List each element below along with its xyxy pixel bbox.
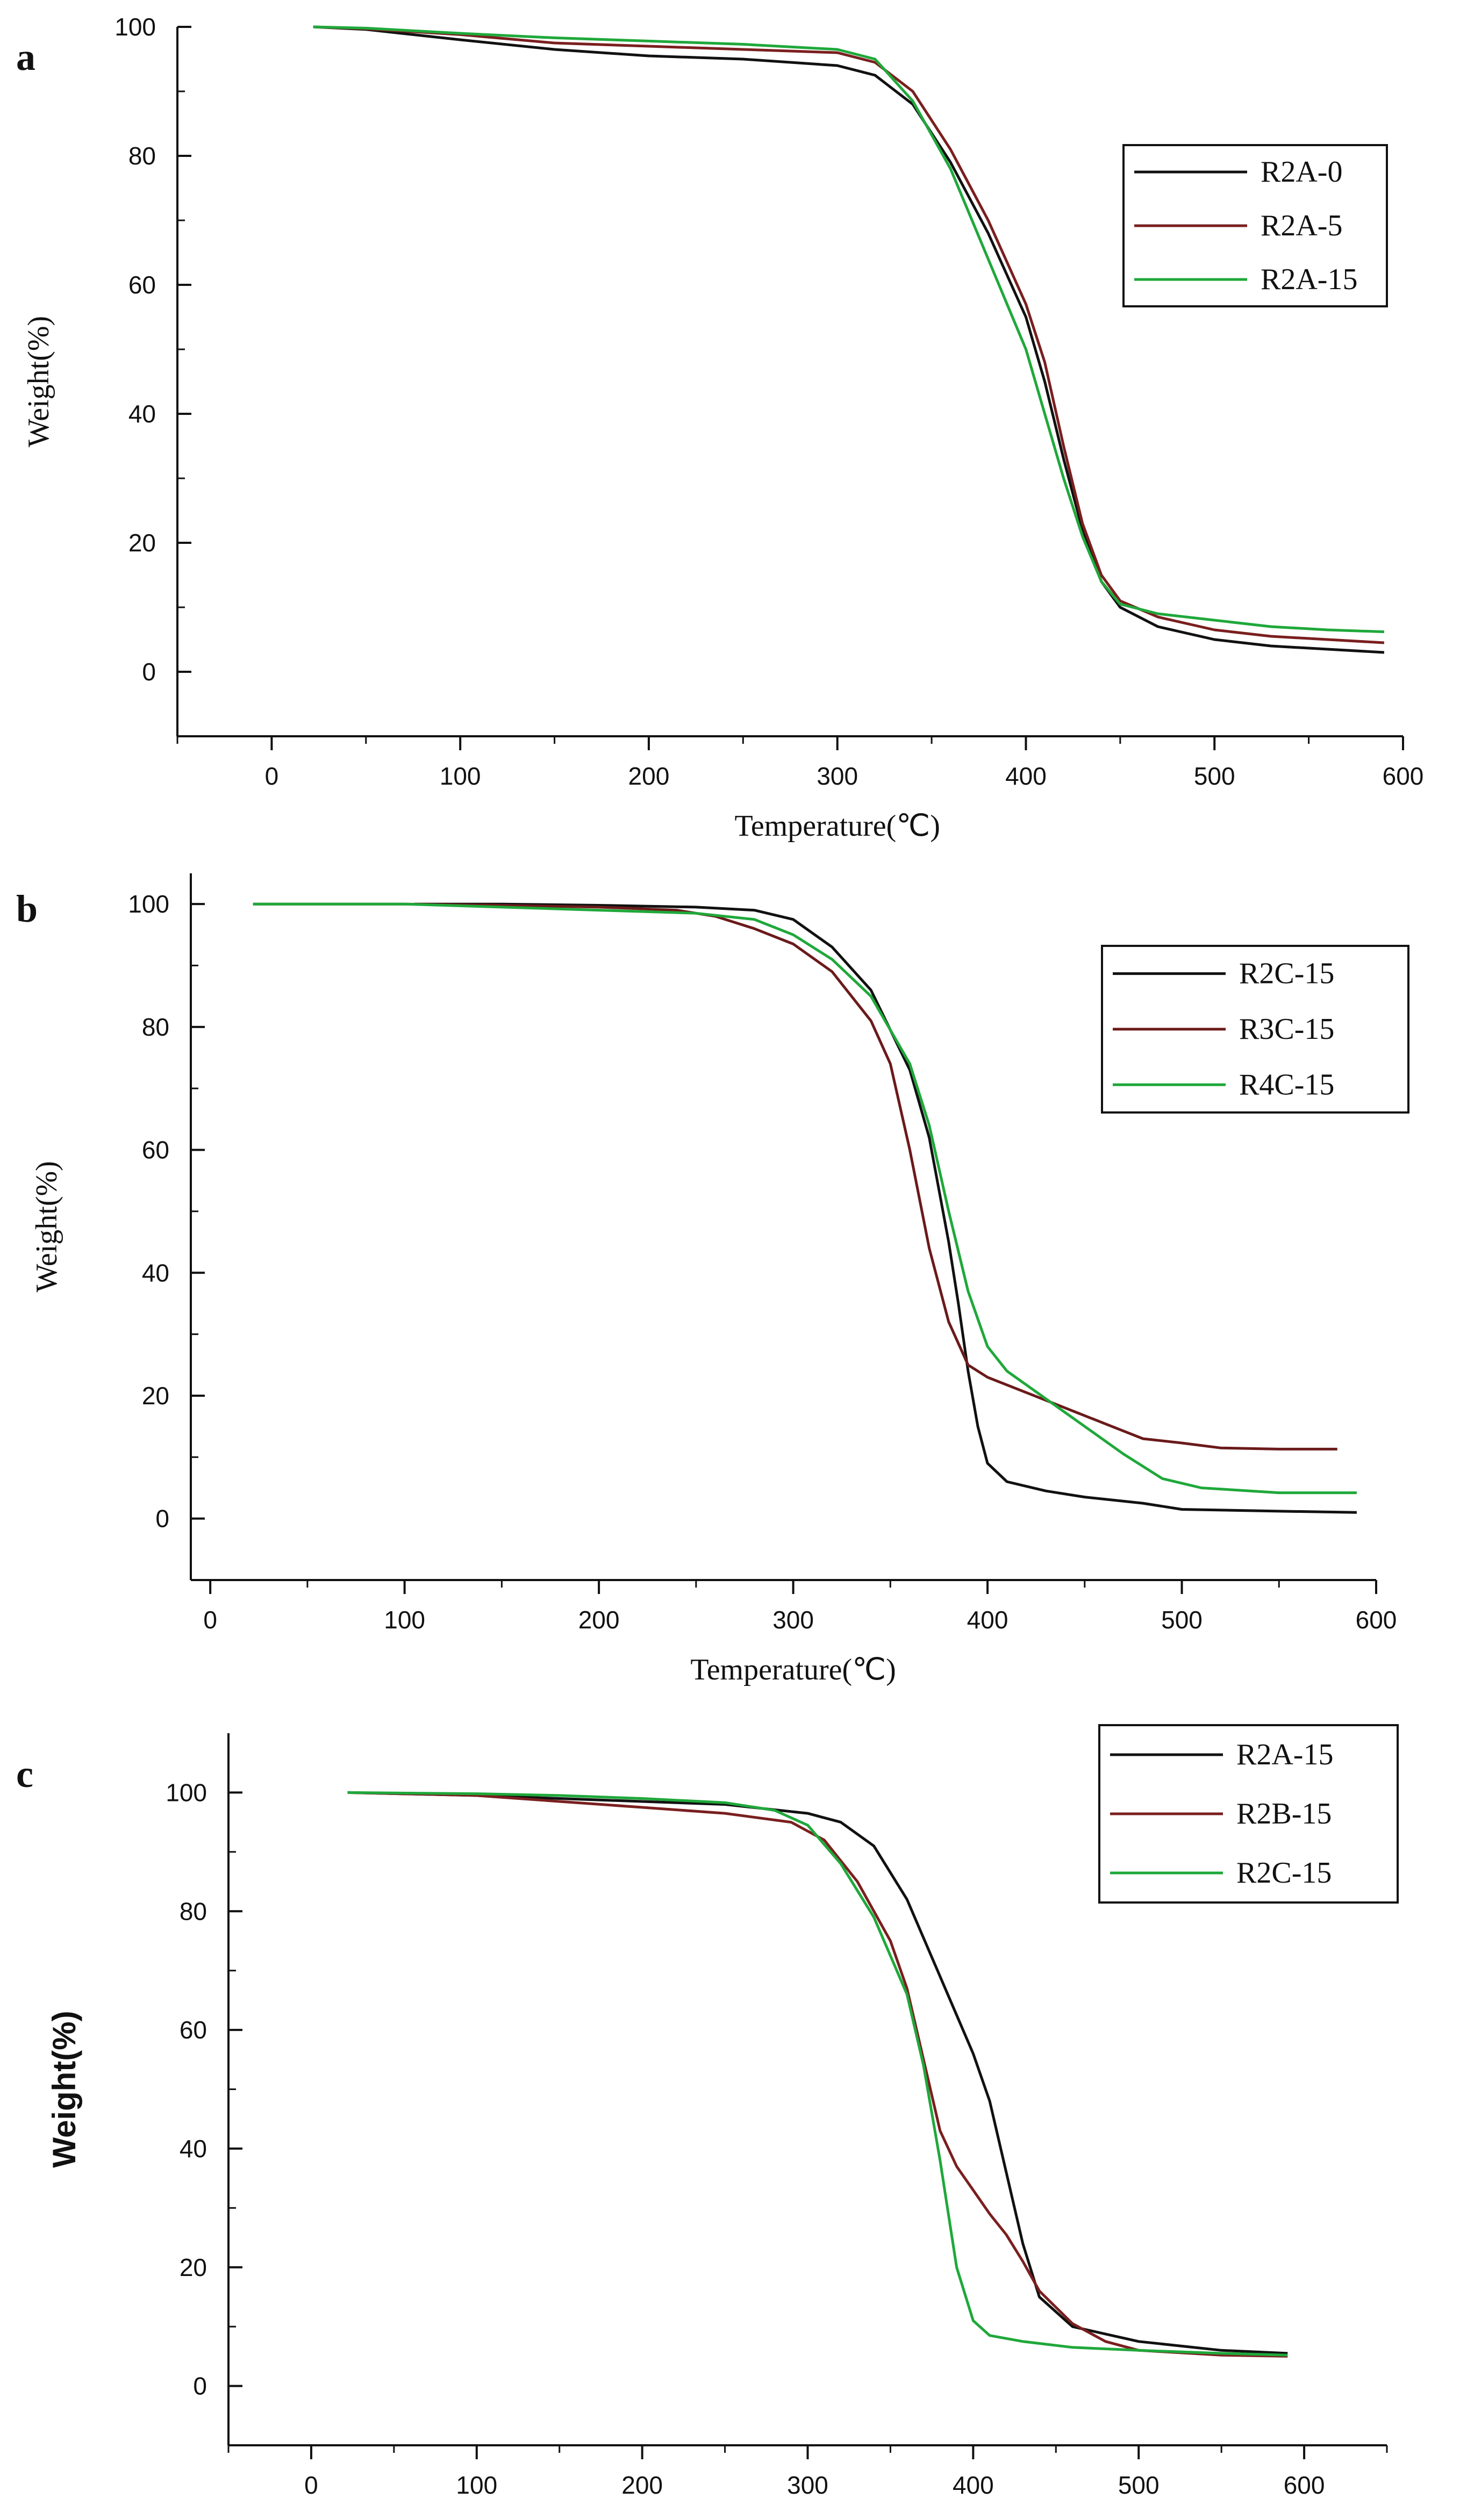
y-tick-label: 40 (180, 2135, 207, 2163)
y-tick-label: 100 (166, 1778, 207, 1806)
legend: R2C-15 R3C-15 R4C-15 (1101, 945, 1409, 1114)
x-tick-label: 300 (787, 2471, 828, 2499)
series-line-r2a-15 (313, 25, 1384, 634)
x-tick-label: 500 (1161, 1606, 1203, 1634)
chart-panel-b: 0 20 40 60 80 100 0 100 200 300 400 500 600 b Weight(%… (16, 873, 1409, 1686)
x-tick-label: 300 (772, 1606, 814, 1634)
series-line-r2c-15 (347, 1791, 1288, 2357)
series-line-r2c-15 (414, 902, 1357, 1514)
legend-label: R2A-15 (1236, 1738, 1333, 1771)
y-tick-label: 0 (193, 2372, 207, 2400)
x-axis-title: Temperature(℃) (690, 1653, 896, 1686)
legend-label: R2C-15 (1239, 957, 1334, 990)
x-tick-label: 600 (1284, 2471, 1325, 2499)
y-tick-label: 60 (142, 1136, 169, 1164)
y-tick-label: 80 (142, 1013, 169, 1041)
panel-letter: a (16, 35, 35, 78)
x-tick-label: 200 (628, 762, 670, 790)
series-line-r2a-5 (313, 25, 1385, 644)
y-tick-label: 80 (128, 142, 156, 170)
y-tick-label: 60 (128, 271, 156, 299)
legend-label: R2A-0 (1261, 155, 1342, 189)
x-tick-label: 100 (440, 762, 481, 790)
panel-letter: c (16, 1753, 33, 1796)
legend-label: R2A-5 (1261, 209, 1342, 242)
y-tick-label: 0 (155, 1505, 169, 1533)
x-tick-label: 400 (1005, 762, 1047, 790)
x-tick-label: 0 (203, 1606, 217, 1634)
panel-letter: b (16, 887, 38, 930)
legend: R2A-15 R2B-15 R2C-15 (1098, 1724, 1399, 1904)
y-tick-label: 20 (180, 2253, 207, 2281)
y-tick-label: 20 (142, 1382, 169, 1410)
y-tick-label: 20 (128, 529, 156, 557)
x-tick-label: 0 (265, 762, 279, 790)
y-axis-title: Weight(%) (46, 2011, 82, 2167)
x-tick-label: 300 (817, 762, 858, 790)
series-line-r4c-15 (253, 902, 1357, 1495)
x-tick-label: 600 (1383, 762, 1424, 790)
legend-label: R3C-15 (1239, 1013, 1334, 1046)
x-tick-label: 0 (304, 2471, 318, 2499)
y-tick-label: 0 (142, 658, 156, 686)
series-line-r2a-15 (347, 1791, 1288, 2355)
legend-label: R2C-15 (1236, 1856, 1332, 1890)
x-tick-label: 200 (621, 2471, 663, 2499)
legend: R2A-0 R2A-5 R2A-15 (1122, 144, 1388, 307)
x-tick-label: 200 (578, 1606, 620, 1634)
series-line-r2a-0 (313, 25, 1385, 654)
y-tick-label: 100 (128, 890, 169, 918)
legend-label: R4C-15 (1239, 1068, 1334, 1101)
chart-panel-c: 0 20 40 60 80 100 0 100 200 300 400 500 600 c Weight(%… (16, 1724, 1399, 2499)
x-tick-label: 600 (1356, 1606, 1397, 1634)
x-tick-label: 100 (384, 1606, 425, 1634)
series-line-r3c-15 (253, 902, 1337, 1451)
x-tick-label: 100 (456, 2471, 497, 2499)
series-line-r2b-15 (347, 1791, 1288, 2358)
y-axis-title: Weight(%) (30, 1161, 63, 1292)
chart-panel-a: 0 20 40 60 80 100 0 100 200 300 400 500 600 a Weight(%… (16, 13, 1423, 843)
x-tick-label: 500 (1194, 762, 1235, 790)
y-tick-label: 60 (180, 2016, 207, 2044)
y-axis-title: Weight(%) (22, 316, 55, 447)
x-tick-label: 500 (1118, 2471, 1160, 2499)
y-tick-label: 80 (180, 1897, 207, 1925)
y-tick-label: 40 (128, 400, 156, 428)
x-tick-label: 400 (967, 1606, 1008, 1634)
legend-label: R2B-15 (1236, 1797, 1332, 1830)
legend-label: R2A-15 (1261, 263, 1357, 296)
y-tick-label: 100 (115, 13, 156, 41)
x-tick-label: 400 (953, 2471, 994, 2499)
x-axis-title: Temperature(℃) (735, 809, 940, 843)
y-tick-label: 40 (142, 1259, 169, 1287)
